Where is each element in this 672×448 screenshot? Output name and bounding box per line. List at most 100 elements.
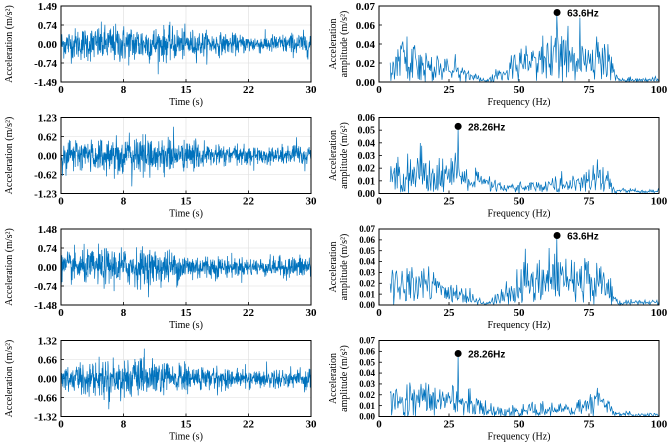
y-axis-label: Acceleration [328, 18, 339, 69]
y-axis-label: Acceleration (m/s²) [4, 228, 15, 306]
x-tick-label: 0 [58, 196, 64, 208]
series-line [389, 237, 660, 307]
y-tick-label: 1.32 [38, 335, 58, 347]
subplot-spectrum-1: 0 25 50 75 100 0.07 0.06 0.04 0.02 0.00 Frequency … [328, 1, 668, 108]
x-tick-label: 0 [376, 419, 382, 431]
peak-annotation: 28.26Hz [468, 122, 505, 133]
axes-box [378, 5, 660, 83]
y-tick-label: 0.06 [358, 113, 376, 124]
y-tick-label: 0.62 [38, 131, 58, 143]
subplot-spectrum-4: 0 25 50 75 100 0.070.060.050.040.030.020.010.… [328, 336, 668, 443]
y-tick-label: 0.07 [356, 1, 376, 13]
series-line [60, 348, 312, 410]
subplot-spectrum-3: 0 25 50 75 100 0.070.060.050.040.030.020.010.… [328, 224, 668, 331]
x-tick-label: 0 [376, 196, 382, 208]
y-tick-label: 0.04 [359, 368, 375, 378]
x-axis-label: Frequency (Hz) [487, 209, 550, 220]
x-axis-label: Frequency (Hz) [487, 432, 550, 443]
subplot-time-4: 0 8 15 22 30 1.32 0.66 0.00 -0.66 -1.32 Time (s) Ac… [4, 335, 317, 442]
x-tick-label: 0 [58, 84, 64, 96]
y-tick-label: -0.66 [34, 392, 57, 404]
y-axis-label: Acceleration (m/s²) [4, 5, 15, 83]
x-tick-label: 30 [306, 419, 318, 431]
x-tick-label: 8 [121, 307, 127, 319]
y-tick-label: -1.32 [34, 411, 57, 423]
y-axis-label: amplitude (m/s²) [339, 11, 350, 78]
peak-marker [454, 122, 462, 130]
y-tick-label: 0.07 [359, 224, 375, 234]
x-tick-label: 100 [651, 84, 668, 96]
x-tick-label: 8 [121, 419, 127, 431]
y-tick-label: 0.01 [359, 401, 375, 411]
y-axis-label: Acceleration [328, 241, 339, 292]
subplot-time-1: 0 8 15 22 30 1.49 0.74 0.00 -0.74 -1.49 Time (s) Ac… [4, 1, 317, 108]
y-tick-label: 0.05 [358, 126, 376, 137]
y-tick-label: 0.74 [38, 243, 58, 255]
peak-marker [553, 232, 561, 240]
x-tick-label: 25 [444, 307, 456, 319]
y-tick-label: -1.49 [34, 77, 57, 89]
y-tick-label: 0.01 [358, 176, 376, 187]
peak-marker [553, 9, 561, 17]
y-tick-label: 0.00 [38, 39, 58, 51]
y-tick-label: 0.04 [356, 39, 376, 51]
subplot-spectrum-2: 0 25 50 75 100 0.06 0.050.04 0.03 0.020.01 0.00 Fr… [328, 113, 668, 220]
y-tick-label: -0.74 [34, 58, 57, 70]
y-tick-label: 0.00 [359, 412, 375, 422]
y-axis-label: Acceleration [328, 353, 339, 404]
x-tick-label: 25 [444, 419, 456, 431]
y-tick-label: 0.00 [359, 300, 375, 310]
x-tick-label: 50 [514, 419, 526, 431]
y-tick-label: 0.06 [359, 347, 375, 357]
y-tick-label: 1.48 [38, 224, 58, 236]
y-tick-label: -0.74 [34, 281, 57, 293]
y-tick-label: 0.00 [38, 150, 58, 162]
x-axis-label: Time (s) [169, 97, 203, 108]
x-tick-label: 30 [306, 84, 318, 96]
x-tick-label: 8 [121, 196, 127, 208]
x-tick-label: 0 [58, 419, 64, 431]
y-tick-label: 0.00 [38, 373, 58, 385]
y-tick-label: 0.07 [359, 336, 375, 346]
y-tick-label: 0.00 [358, 189, 376, 200]
axes-box [378, 340, 660, 417]
y-axis-label: amplitude (m/s²) [339, 234, 350, 301]
x-tick-label: 22 [243, 307, 255, 319]
y-tick-label: 0.66 [38, 354, 58, 366]
x-axis-label: Time (s) [169, 209, 203, 220]
y-tick-label: -1.48 [34, 300, 57, 312]
x-tick-label: 8 [121, 84, 127, 96]
x-tick-label: 50 [514, 307, 526, 319]
y-axis-label: Acceleration (m/s²) [4, 340, 15, 418]
y-tick-label: 0.01 [359, 289, 375, 299]
y-tick-label: 1.49 [38, 1, 58, 13]
x-tick-label: 15 [181, 307, 193, 319]
x-tick-label: 75 [584, 307, 596, 319]
x-tick-label: 22 [243, 419, 255, 431]
series-line [60, 21, 312, 75]
x-tick-label: 75 [584, 419, 596, 431]
x-tick-label: 0 [376, 307, 382, 319]
x-tick-label: 0 [376, 84, 382, 96]
peak-annotation: 63.6Hz [567, 232, 599, 243]
y-tick-label: 0.02 [359, 390, 375, 400]
y-tick-label: 0.05 [359, 357, 375, 367]
y-tick-label: 0.00 [356, 77, 376, 89]
y-axis-label: Acceleration (m/s²) [4, 117, 15, 195]
x-tick-label: 100 [651, 196, 668, 208]
x-tick-label: 100 [651, 307, 668, 319]
x-tick-label: 22 [243, 84, 255, 96]
series-line [60, 243, 312, 298]
x-tick-label: 30 [306, 307, 318, 319]
peak-annotation: 28.26Hz [468, 350, 505, 361]
y-tick-label: -0.62 [34, 169, 57, 181]
x-tick-label: 30 [306, 196, 318, 208]
y-tick-label: 0.06 [356, 20, 376, 32]
series-line [389, 14, 660, 84]
x-tick-label: 25 [444, 84, 456, 96]
series-line [60, 126, 312, 187]
x-axis-label: Time (s) [169, 320, 203, 331]
series-line [389, 128, 660, 195]
axes-box [378, 228, 660, 306]
